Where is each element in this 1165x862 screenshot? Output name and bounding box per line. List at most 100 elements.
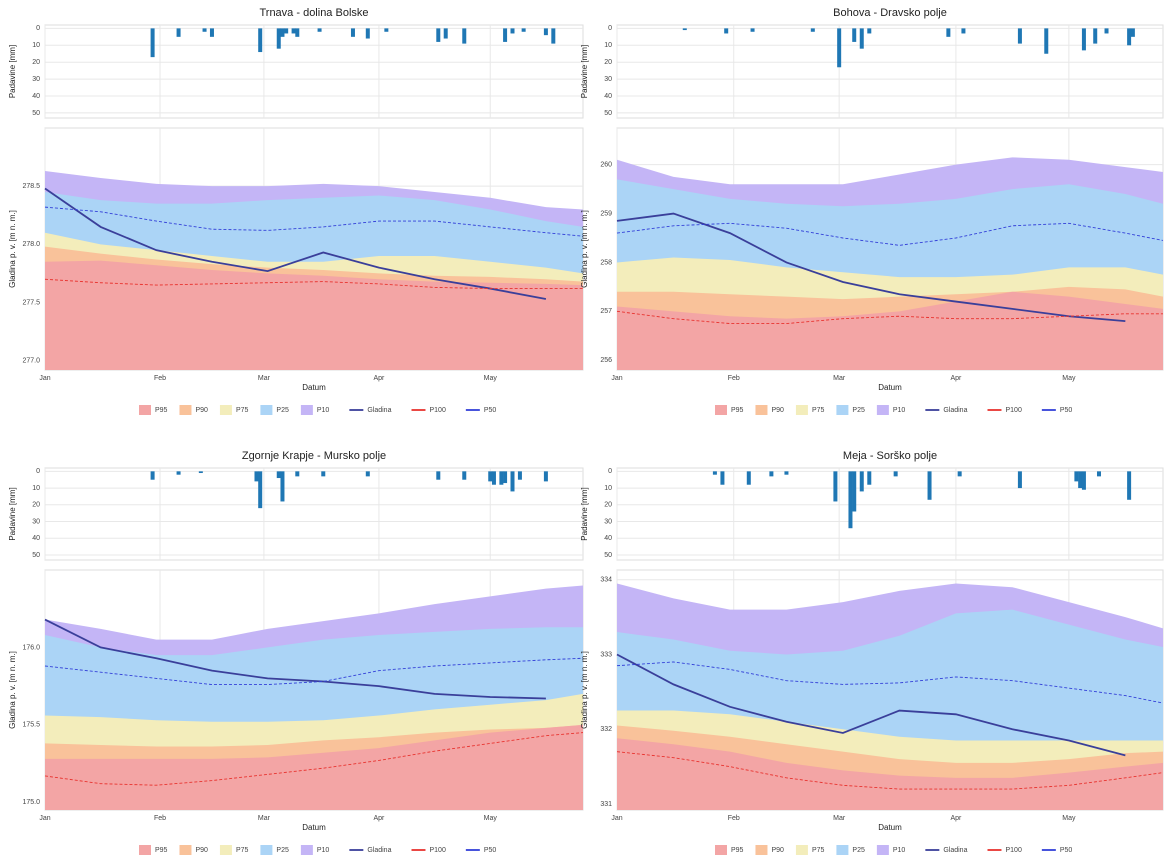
y-tick-label: 40 [32, 535, 40, 542]
legend-label: P95 [155, 847, 168, 854]
precipitation-bar [258, 28, 263, 53]
percentile-band [617, 738, 1163, 810]
y-axis-label: Padavine [mm] [8, 487, 17, 540]
precipitation-bar [769, 471, 774, 477]
precipitation-bar [961, 28, 966, 34]
precipitation-bar [462, 28, 467, 44]
x-tick-label: Mar [258, 815, 271, 822]
precipitation-bar [957, 471, 962, 477]
precipitation-bar [551, 28, 556, 44]
y-axis-label: Gladina p. v. [m n. m.] [580, 210, 589, 288]
y-tick-label: 176.0 [22, 644, 40, 651]
precipitation-bar [543, 28, 548, 36]
y-tick-label: 0 [36, 25, 40, 32]
chart-title: Trnava - dolina Bolske [259, 7, 368, 19]
legend-label: P95 [731, 407, 744, 414]
legend-label: P90 [195, 847, 208, 854]
legend-swatch [836, 405, 849, 415]
x-tick-label: May [1062, 375, 1076, 382]
legend-swatch [219, 845, 232, 855]
y-axis-label: Padavine [mm] [580, 487, 589, 540]
level-line [44, 206, 584, 237]
y-tick-label: 0 [36, 468, 40, 475]
y-axis-label: Gladina p. v. [m n. m.] [580, 651, 589, 729]
precipitation-bar [503, 28, 508, 42]
precipitation-bar [833, 471, 838, 502]
level-line [616, 310, 1163, 325]
precipitation-bar [1127, 28, 1132, 46]
x-tick-label: Apr [950, 815, 962, 822]
precipitation-bar [724, 28, 729, 34]
chart-title: Bohova - Dravsko polje [833, 7, 947, 19]
level-line [616, 653, 1126, 757]
precipitation-bar [852, 471, 857, 512]
legend-label: P90 [771, 407, 784, 414]
precipitation-bar [1074, 471, 1079, 482]
y-tick-label: 0 [608, 468, 612, 475]
x-tick-label: Jan [39, 815, 50, 822]
y-tick-label: 256 [600, 357, 612, 364]
precipitation-bar [276, 28, 281, 49]
y-tick-label: 10 [32, 485, 40, 492]
precipitation-bar [1130, 28, 1135, 37]
legend-label: P50 [484, 847, 497, 854]
legend-label: Gladina [943, 847, 967, 854]
legend-label: P25 [276, 847, 289, 854]
y-tick-label: 40 [604, 535, 612, 542]
x-axis-label: Datum [302, 383, 326, 392]
precipitation-bar [1127, 471, 1132, 500]
precipitation-bar [510, 28, 515, 34]
precipitation-bar [280, 471, 285, 502]
y-tick-label: 20 [32, 59, 40, 66]
precipitation-bar [443, 28, 448, 39]
level-line [44, 732, 584, 786]
legend-label: Gladina [943, 407, 967, 414]
precipitation-bar [859, 28, 864, 49]
y-tick-label: 30 [32, 518, 40, 525]
legend-label: P100 [429, 407, 445, 414]
y-tick-label: 257 [600, 308, 612, 315]
precipitation-bar [1078, 471, 1083, 489]
x-tick-label: Feb [728, 375, 740, 382]
precipitation-bar [436, 471, 441, 480]
legend-swatch [795, 405, 808, 415]
level-line [616, 212, 1126, 323]
y-tick-label: 10 [604, 42, 612, 49]
legend-label: P25 [852, 407, 865, 414]
y-tick-label: 278.0 [22, 241, 40, 248]
legend-swatch [715, 845, 727, 855]
y-tick-label: 333 [600, 651, 612, 658]
precipitation-bar [859, 471, 864, 492]
x-tick-label: Jan [611, 815, 622, 822]
y-tick-label: 20 [32, 502, 40, 509]
y-tick-label: 0 [608, 25, 612, 32]
x-tick-label: Mar [258, 375, 271, 382]
legend-swatch [179, 845, 192, 855]
percentile-band [45, 260, 583, 370]
y-tick-label: 50 [32, 110, 40, 117]
legend-label: P95 [155, 407, 168, 414]
legend-label: P90 [195, 407, 208, 414]
percentile-band [45, 724, 583, 810]
y-tick-label: 50 [32, 552, 40, 559]
precipitation-bar [491, 471, 496, 485]
x-tick-label: Mar [833, 375, 846, 382]
x-tick-label: Feb [154, 815, 166, 822]
precipitation-bar [750, 28, 755, 32]
legend-label: P10 [317, 407, 330, 414]
x-tick-label: Apr [950, 375, 962, 382]
legend-label: P95 [731, 847, 744, 854]
grid [616, 468, 1163, 560]
precipitation-bar [284, 28, 289, 34]
chart-title: Zgornje Krapje - Mursko polje [242, 450, 386, 462]
legend-swatch [300, 845, 313, 855]
y-tick-label: 30 [604, 76, 612, 83]
legend-label: Gladina [367, 407, 391, 414]
grid [44, 25, 583, 118]
precipitation-bar [784, 471, 789, 475]
y-tick-label: 332 [600, 726, 612, 733]
x-axis-label: Datum [878, 823, 902, 832]
legend-label: P50 [1060, 407, 1073, 414]
legend-label: P50 [1060, 847, 1073, 854]
legend-swatch [139, 405, 151, 415]
